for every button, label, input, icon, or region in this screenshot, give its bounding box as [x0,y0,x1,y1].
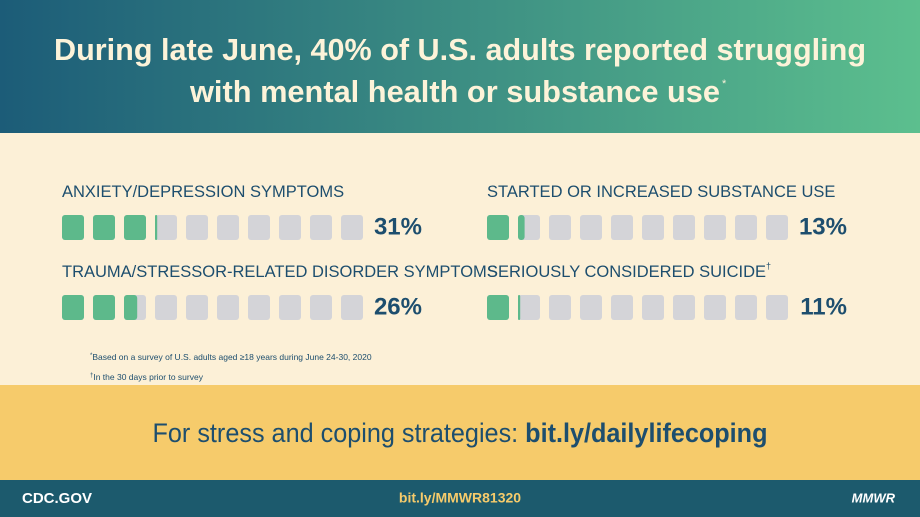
empty-square [549,215,571,240]
empty-square [217,215,239,240]
empty-square [310,295,332,320]
footer-band [0,480,920,517]
filled-square [155,215,158,240]
empty-square [580,295,602,320]
footnote-text: Based on a survey of U.S. adults aged ≥1… [92,352,371,362]
category-text: STARTED OR INCREASED SUBSTANCE USE [487,183,835,201]
value-label: 31% [374,213,422,240]
empty-square [704,215,726,240]
footnote-mark: † [90,373,93,379]
header-band [0,0,920,133]
category-mark: † [766,261,771,271]
footer-left[interactable]: CDC.GOV [22,490,92,507]
cta-link[interactable]: bit.ly/dailylifecoping [525,418,767,448]
empty-square [673,215,695,240]
empty-square [155,295,177,320]
category-label: STARTED OR INCREASED SUBSTANCE USE [487,183,835,201]
empty-square [341,215,363,240]
filled-square [487,295,509,320]
empty-square [186,215,208,240]
footnote-text: In the 30 days prior to survey [93,372,203,382]
title-line: with mental health or substance use [189,74,720,109]
empty-square [217,295,239,320]
footnote: †In the 30 days prior to survey [90,372,204,382]
cta-band [0,385,920,480]
filled-square [518,295,521,320]
empty-square [248,295,270,320]
title-mark: * [722,78,727,90]
empty-square [735,215,757,240]
footer-right: MMWR [852,490,896,505]
empty-square [518,295,540,320]
category-text: SERIOUSLY CONSIDERED SUICIDE [487,263,766,281]
filled-square [518,215,525,240]
cta-text: For stress and coping strategies: [153,418,526,448]
empty-square [341,295,363,320]
empty-square [766,295,788,320]
filled-square [124,215,146,240]
category-text: TRAUMA/STRESSOR-RELATED DISORDER SYMPTOM… [62,263,498,281]
category-label: TRAUMA/STRESSOR-RELATED DISORDER SYMPTOM… [62,263,498,281]
empty-square [673,295,695,320]
empty-square [279,295,301,320]
value-label: 13% [799,213,847,240]
filled-square [124,295,138,320]
title-line: During late June, 40% of U.S. adults rep… [54,32,866,67]
empty-square [549,295,571,320]
empty-square [611,215,633,240]
empty-square [766,215,788,240]
filled-square [487,215,509,240]
empty-square [704,295,726,320]
value-label: 11% [800,293,847,320]
footnote: *Based on a survey of U.S. adults aged ≥… [90,352,372,362]
body-band [0,133,920,385]
cta: For stress and coping strategies: bit.ly… [153,418,768,448]
empty-square [186,295,208,320]
category-label: ANXIETY/DEPRESSION SYMPTOMS [62,183,344,201]
filled-square [93,215,115,240]
empty-square [642,295,664,320]
empty-square [611,295,633,320]
category-text: ANXIETY/DEPRESSION SYMPTOMS [62,183,344,201]
category-label: SERIOUSLY CONSIDERED SUICIDE† [487,261,771,281]
empty-square [735,295,757,320]
filled-square [93,295,115,320]
footnote-mark: * [90,353,93,359]
value-label: 26% [374,293,422,320]
empty-square [580,215,602,240]
empty-square [248,215,270,240]
footer-center[interactable]: bit.ly/MMWR81320 [399,490,521,506]
filled-square [62,215,84,240]
empty-square [155,215,177,240]
filled-square [62,295,84,320]
empty-square [279,215,301,240]
empty-square [310,215,332,240]
empty-square [642,215,664,240]
